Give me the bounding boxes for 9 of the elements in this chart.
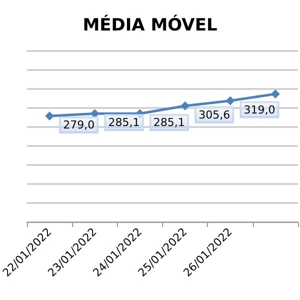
point xyxy=(270,89,280,98)
data-label: 279,0 xyxy=(63,118,95,132)
point xyxy=(226,96,235,106)
point xyxy=(180,101,190,110)
data-label: 285,1 xyxy=(153,116,185,130)
data-label: 305,6 xyxy=(198,108,230,122)
data-label: 319,0 xyxy=(244,103,276,116)
chart-title: MÉDIA MÓVEL xyxy=(82,14,218,36)
data-label: 285,1 xyxy=(108,116,140,130)
